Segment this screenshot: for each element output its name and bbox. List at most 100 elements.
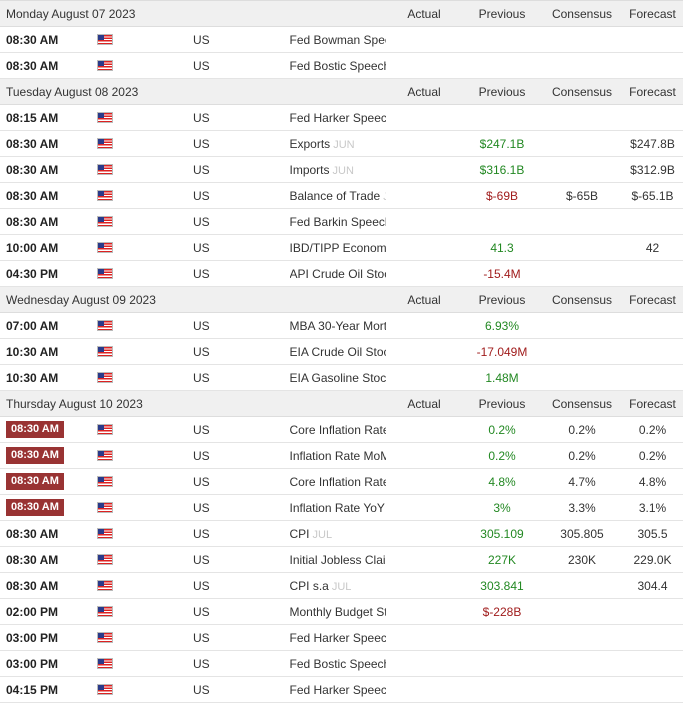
event-forecast: 0.2% [622,416,683,443]
event-name-link[interactable]: MBA 30-Year Mortgage Rate [289,318,387,333]
event-row[interactable]: 08:30 AM US Fed Bostic Speech [0,52,683,79]
event-consensus [542,338,622,365]
col-header-consensus[interactable]: Consensus [542,286,622,313]
col-header-actual[interactable]: Actual [386,390,462,417]
event-name-link[interactable]: Fed Bowman Speech [289,32,387,47]
col-header-previous[interactable]: Previous [462,0,542,27]
event-name-link[interactable]: Core Inflation Rate MoM [289,422,387,437]
event-name-cell[interactable]: Fed Barkin Speech [289,208,387,235]
event-name-link[interactable]: Fed Bostic Speech [289,58,387,73]
event-name-link[interactable]: IBD/TIPP Economic Optimism [289,240,387,255]
event-name-cell[interactable]: CPI s.a JUL [289,572,386,599]
event-name-cell[interactable]: Fed Harker Speech [289,104,387,131]
event-name-link[interactable]: CPI [289,526,310,541]
event-country: US [193,650,290,677]
event-name-link[interactable]: Balance of Trade [289,188,381,203]
event-name-cell[interactable]: Inflation Rate MoMJUL [289,442,387,469]
event-name-cell[interactable]: EIA Gasoline Stocks ChangeAUG/04 [289,364,387,391]
event-name-cell[interactable]: Fed Bostic Speech [289,650,387,677]
event-actual [386,312,462,339]
event-name-link[interactable]: Fed Harker Speech [289,110,387,125]
event-previous: -15.4M [462,260,542,287]
event-name-link[interactable]: Initial Jobless Claims [289,552,387,567]
col-header-consensus[interactable]: Consensus [542,390,622,417]
event-row[interactable]: 08:30 AM US Exports JUN $247.1B $247.8B [0,130,683,157]
event-name-cell[interactable]: EIA Crude Oil Stocks ChangeAUG/04 [289,338,387,365]
event-row[interactable]: 04:15 PM US Fed Harker Speech [0,676,683,703]
event-name-link[interactable]: Fed Harker Speech [289,630,387,645]
col-header-previous[interactable]: Previous [462,78,542,105]
event-name-cell[interactable]: Fed Harker Speech [289,676,387,703]
event-previous: $316.1B [462,156,542,183]
event-name-link[interactable]: EIA Gasoline Stocks Change [289,370,387,385]
event-actual [386,572,462,599]
event-country: US [193,416,290,443]
event-row[interactable]: 08:30 AM US CPI JUL 305.109 305.805 305.5 [0,520,683,547]
event-consensus [542,598,622,625]
col-header-forecast[interactable]: Forecast [622,286,683,313]
event-name-cell[interactable]: Balance of TradeJUN [289,182,386,209]
col-header-forecast[interactable]: Forecast [622,390,683,417]
col-header-actual[interactable]: Actual [386,78,462,105]
event-name-link[interactable]: Fed Harker Speech [289,682,387,697]
event-name-cell[interactable]: Initial Jobless ClaimsAUG/05 [289,546,387,573]
col-header-consensus[interactable]: Consensus [542,78,622,105]
event-name-cell[interactable]: Fed Bostic Speech [289,52,387,79]
event-row[interactable]: 08:30 AM US Fed Barkin Speech [0,208,683,235]
event-name-cell[interactable]: Imports JUN [289,156,386,183]
event-name-link[interactable]: Imports [289,162,330,177]
event-name-link[interactable]: Fed Bostic Speech [289,656,387,671]
event-name-cell[interactable]: Exports JUN [289,130,386,157]
event-row[interactable]: 08:15 AM US Fed Harker Speech [0,104,683,131]
event-name-cell[interactable]: Core Inflation Rate MoMJUL [289,416,387,443]
event-name-cell[interactable]: Fed Harker Speech [289,624,387,651]
event-name-link[interactable]: Inflation Rate YoY [289,500,385,515]
us-flag-icon [96,338,193,365]
event-name-cell[interactable]: IBD/TIPP Economic OptimismAUG [289,234,387,261]
event-name-cell[interactable]: CPI JUL [289,520,386,547]
col-header-previous[interactable]: Previous [462,286,542,313]
col-header-previous[interactable]: Previous [462,390,542,417]
event-name-link[interactable]: Monthly Budget Statement [289,604,387,619]
event-name-cell[interactable]: Fed Bowman Speech [289,26,387,53]
event-name-link[interactable]: Core Inflation Rate YoY [289,474,387,489]
col-header-actual[interactable]: Actual [386,286,462,313]
event-name-link[interactable]: Inflation Rate MoM [289,448,387,463]
event-name-cell[interactable]: Core Inflation Rate YoYJUL [289,468,387,495]
event-name-cell[interactable]: Monthly Budget StatementJUL [289,598,387,625]
event-name-link[interactable]: Fed Barkin Speech [289,214,387,229]
event-row[interactable]: 03:00 PM US Fed Harker Speech [0,624,683,651]
col-header-consensus[interactable]: Consensus [542,0,622,27]
event-row[interactable]: 08:30 AM US CPI s.a JUL 303.841 304.4 [0,572,683,599]
col-header-forecast[interactable]: Forecast [622,78,683,105]
event-row[interactable]: 08:30 AM US Imports JUN $316.1B $312.9B [0,156,683,183]
event-time-badge: 08:30 AM [6,499,64,516]
event-name-link[interactable]: EIA Crude Oil Stocks Change [289,344,387,359]
event-forecast: 229.0K [622,546,683,573]
event-name-cell[interactable]: API Crude Oil Stock ChangeAUG/04 [289,260,387,287]
event-name-link[interactable]: API Crude Oil Stock Change [289,266,387,281]
event-name-cell[interactable]: MBA 30-Year Mortgage RateAUG/04 [289,312,387,339]
event-name-link[interactable]: CPI s.a [289,578,329,593]
event-actual [386,104,462,131]
event-row[interactable]: 03:00 PM US Fed Bostic Speech [0,650,683,677]
event-name-link[interactable]: Exports [289,136,331,151]
col-header-forecast[interactable]: Forecast [622,0,683,27]
day-header-row: Thursday August 10 2023 Actual Previous Con… [0,390,683,417]
event-name-cell[interactable]: Inflation Rate YoYJUL [289,494,386,521]
col-header-actual[interactable]: Actual [386,0,462,27]
event-forecast [622,208,683,235]
